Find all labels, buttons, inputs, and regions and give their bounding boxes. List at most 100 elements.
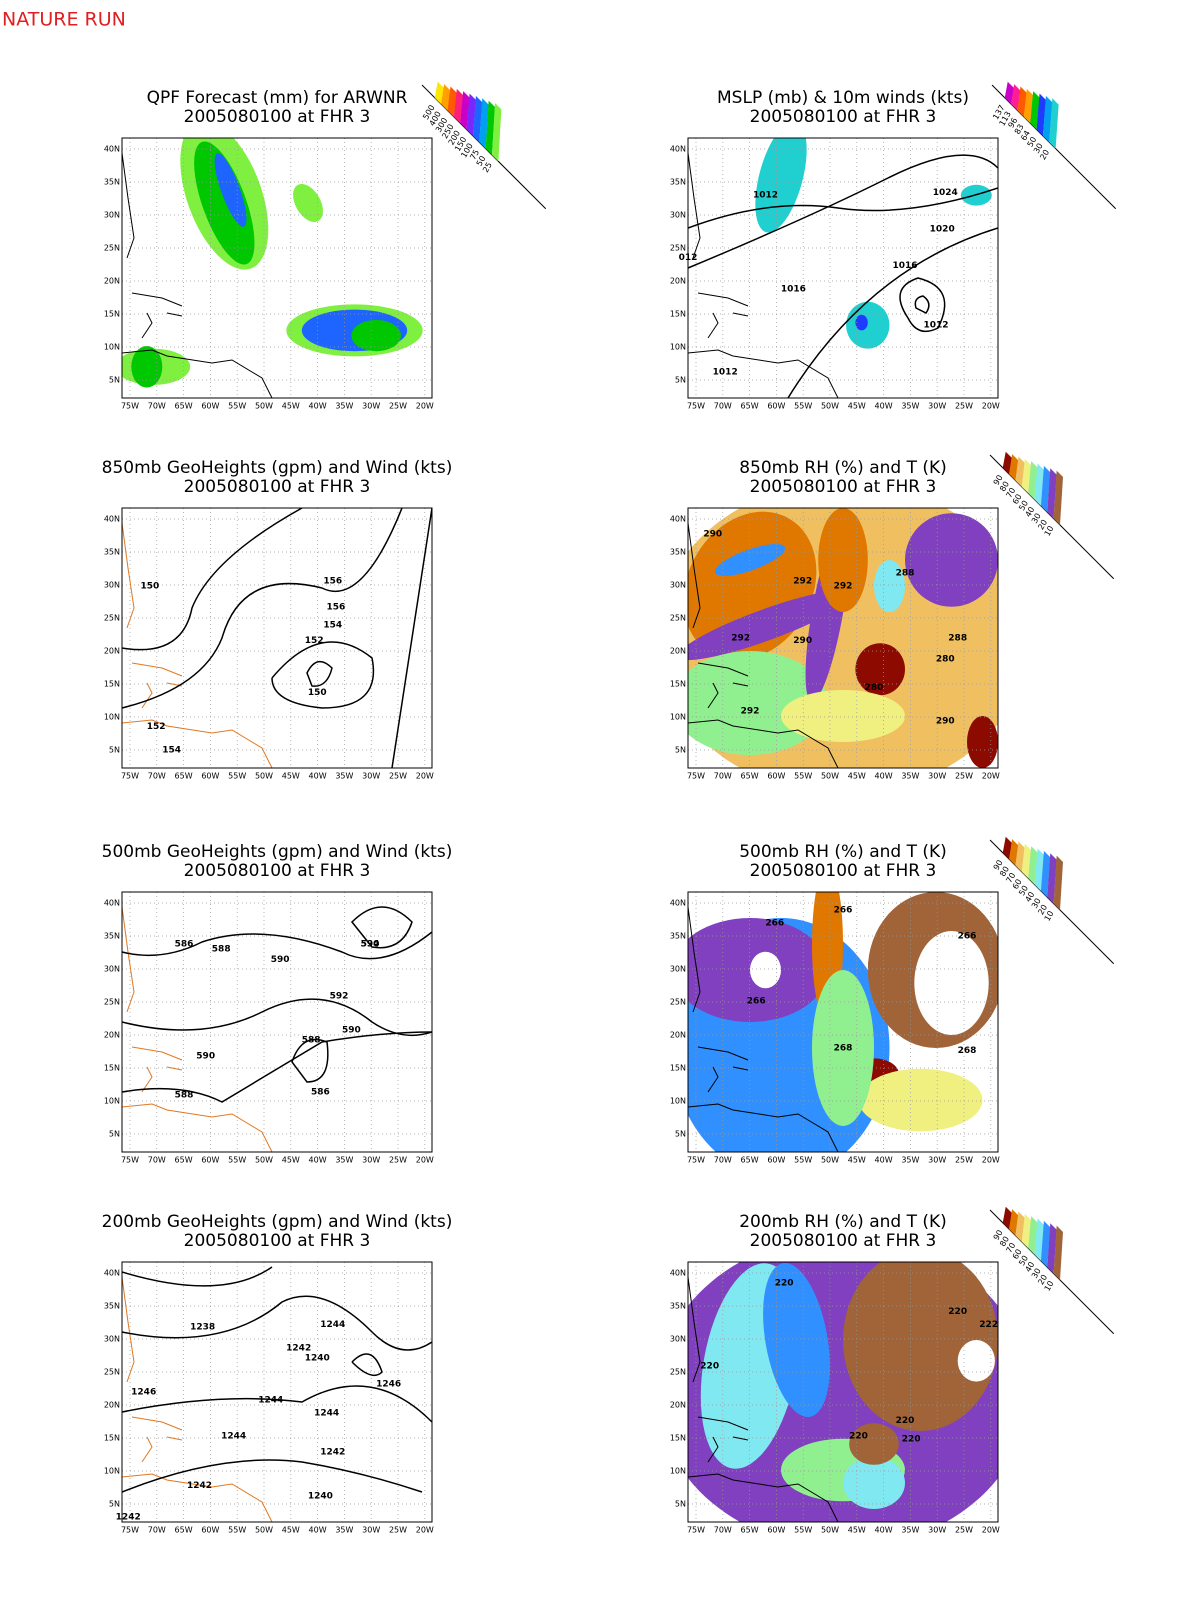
contour-label: 592 bbox=[330, 992, 349, 1002]
lon-label: 50W bbox=[821, 1156, 839, 1165]
contour-label: 220 bbox=[948, 1307, 967, 1317]
contour bbox=[122, 1266, 273, 1287]
lat-label: 40N bbox=[104, 145, 120, 154]
plot-frame bbox=[121, 137, 433, 399]
lat-label: 10N bbox=[670, 1467, 686, 1476]
panel-title: 850mb GeoHeights (gpm) and Wind (kts) bbox=[102, 458, 453, 478]
field-area bbox=[755, 138, 807, 233]
lat-label: 25N bbox=[104, 244, 120, 253]
contour-label: 1012 bbox=[923, 321, 948, 331]
contour bbox=[391, 508, 432, 768]
lon-label: 70W bbox=[148, 1156, 166, 1165]
page-title: NATURE RUN bbox=[2, 9, 126, 31]
legend-swatch bbox=[460, 91, 470, 130]
contour-label: 586 bbox=[311, 1088, 330, 1098]
lon-label: 65W bbox=[175, 1156, 193, 1165]
lon-label: 75W bbox=[121, 402, 139, 411]
contour bbox=[122, 931, 432, 960]
lon-label: 60W bbox=[767, 1526, 785, 1535]
legend-label: 50 bbox=[1017, 1254, 1030, 1267]
lon-label: 40W bbox=[875, 772, 893, 781]
lat-label: 20N bbox=[670, 1031, 686, 1040]
contour-label: 1020 bbox=[930, 225, 955, 235]
legend-swatch bbox=[1049, 98, 1059, 149]
lon-label: 45W bbox=[282, 402, 300, 411]
field-area bbox=[131, 346, 163, 388]
lat-label: 20N bbox=[670, 277, 686, 286]
legend-swatch bbox=[1047, 468, 1057, 519]
contour-label: 1016 bbox=[781, 284, 806, 294]
lon-label: 70W bbox=[714, 1526, 732, 1535]
legend-label: 64 bbox=[1019, 129, 1032, 142]
legend-swatch bbox=[1004, 81, 1015, 105]
legend-swatch bbox=[1034, 463, 1044, 506]
contour-label: 1012 bbox=[713, 368, 738, 378]
lat-label: 5N bbox=[109, 1130, 120, 1139]
lon-label: 40W bbox=[875, 1156, 893, 1165]
lon-label: 25W bbox=[389, 1526, 407, 1535]
lon-label: 60W bbox=[767, 402, 785, 411]
lat-label: 10N bbox=[104, 713, 120, 722]
coastline bbox=[122, 1276, 273, 1522]
legend-swatch bbox=[1015, 456, 1025, 487]
lon-label: 20W bbox=[982, 1526, 1000, 1535]
lat-label: 35N bbox=[670, 548, 686, 557]
lon-label: 30W bbox=[362, 1526, 380, 1535]
lon-label: 45W bbox=[848, 1526, 866, 1535]
legend-label: 40 bbox=[1024, 505, 1037, 518]
lon-label: 55W bbox=[794, 1156, 812, 1165]
lon-label: 50W bbox=[821, 772, 839, 781]
lon-label: 70W bbox=[714, 402, 732, 411]
field-area bbox=[763, 1262, 830, 1418]
lat-label: 20N bbox=[104, 277, 120, 286]
lat-label: 35N bbox=[670, 178, 686, 187]
lon-label: 25W bbox=[389, 402, 407, 411]
lon-label: 50W bbox=[255, 1526, 273, 1535]
lon-label: 35W bbox=[901, 772, 919, 781]
contour-label: 588 bbox=[212, 945, 231, 955]
legend-swatch bbox=[1002, 1206, 1013, 1230]
lon-label: 30W bbox=[362, 1156, 380, 1165]
lon-label: 50W bbox=[255, 1156, 273, 1165]
lon-label: 70W bbox=[714, 1156, 732, 1165]
contour-label: 1242 bbox=[116, 1512, 141, 1522]
legend-label: 70 bbox=[1004, 1241, 1017, 1254]
contour-label: 1012 bbox=[753, 191, 778, 201]
lat-label: 15N bbox=[670, 310, 686, 319]
legend-label: 30 bbox=[1032, 142, 1045, 155]
map-field bbox=[688, 1262, 998, 1522]
field-area bbox=[843, 1457, 905, 1509]
lon-label: 25W bbox=[955, 772, 973, 781]
panel-title: 500mb RH (%) and T (K) bbox=[739, 842, 947, 862]
contour bbox=[271, 641, 375, 709]
lat-label: 10N bbox=[670, 713, 686, 722]
field-area bbox=[855, 643, 905, 696]
plot-frame bbox=[121, 1261, 433, 1523]
panel-title: 200mb GeoHeights (gpm) and Wind (kts) bbox=[102, 1212, 453, 1232]
field-area bbox=[843, 1262, 998, 1431]
lat-label: 30N bbox=[670, 211, 686, 220]
legend-label: 60 bbox=[1011, 878, 1024, 891]
lon-label: 35W bbox=[901, 1156, 919, 1165]
legend-label: 80 bbox=[998, 1235, 1011, 1248]
lon-label: 20W bbox=[982, 402, 1000, 411]
lon-label: 70W bbox=[714, 772, 732, 781]
lat-label: 30N bbox=[104, 211, 120, 220]
map-panel: 200mb GeoHeights (gpm) and Wind (kts)200… bbox=[102, 1212, 453, 1535]
map-field bbox=[122, 508, 432, 768]
map-panel: 850mb RH (%) and T (K)2005080100 at FHR … bbox=[670, 458, 1000, 781]
contour bbox=[122, 1295, 432, 1351]
lon-label: 20W bbox=[416, 402, 434, 411]
lat-label: 10N bbox=[670, 1097, 686, 1106]
lon-label: 35W bbox=[901, 1526, 919, 1535]
lon-label: 60W bbox=[201, 1526, 219, 1535]
lon-label: 70W bbox=[148, 1526, 166, 1535]
coastline bbox=[122, 152, 273, 398]
contour-label: 266 bbox=[765, 919, 784, 929]
legend-label: 20 bbox=[1036, 1273, 1049, 1286]
lat-label: 25N bbox=[104, 1368, 120, 1377]
plot-frame bbox=[121, 891, 433, 1153]
contour-label: 220 bbox=[700, 1362, 719, 1372]
legend-swatch bbox=[1040, 465, 1051, 513]
